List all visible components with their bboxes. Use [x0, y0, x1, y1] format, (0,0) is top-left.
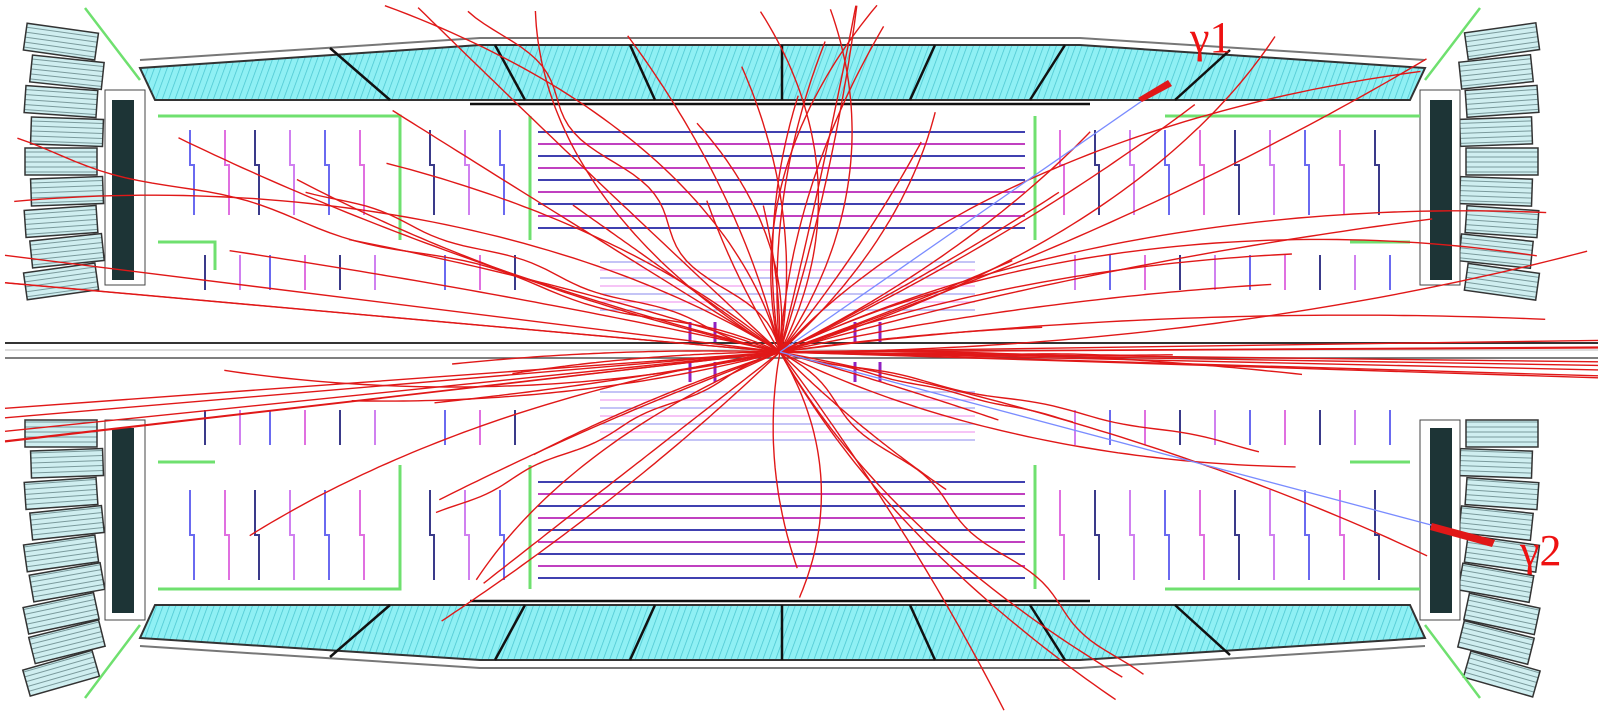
chamber	[1200, 490, 1204, 580]
chamber	[1235, 490, 1239, 580]
chamber	[1375, 130, 1379, 215]
endcap-block	[31, 177, 104, 206]
chamber	[1270, 490, 1274, 580]
endcap-block	[1465, 85, 1539, 117]
chamber	[430, 130, 434, 215]
endcap-block	[1464, 263, 1539, 300]
endcap-block	[24, 477, 98, 509]
endcap-block	[1460, 449, 1533, 478]
endcap-block	[31, 117, 104, 146]
track	[780, 352, 821, 598]
chamber	[190, 130, 194, 215]
endcap-block	[31, 449, 104, 478]
chamber	[430, 490, 434, 580]
chamber	[1200, 130, 1204, 215]
chamber	[1060, 490, 1064, 580]
chamber	[190, 490, 194, 580]
chamber	[360, 490, 364, 580]
chamber	[225, 490, 229, 580]
endcap-block	[1460, 117, 1533, 146]
chamber	[1095, 490, 1099, 580]
endcap-block	[24, 205, 98, 237]
chamber	[500, 490, 504, 580]
track	[179, 138, 781, 352]
endcap-block	[1460, 177, 1533, 206]
chamber	[1375, 490, 1379, 580]
track	[393, 111, 780, 353]
chamber	[1340, 130, 1344, 215]
chamber	[1235, 130, 1239, 215]
track	[780, 352, 1427, 556]
chamber	[1340, 490, 1344, 580]
chamber	[325, 490, 329, 580]
chamber	[1305, 130, 1309, 215]
chamber	[1130, 490, 1134, 580]
chamber	[360, 130, 364, 215]
track	[484, 352, 780, 583]
track	[780, 352, 1073, 422]
chamber	[500, 130, 504, 215]
chamber	[1165, 130, 1169, 215]
chamber	[255, 130, 259, 215]
event-display: γ1 γ2	[0, 0, 1603, 718]
endcap-block	[24, 86, 98, 118]
endcap-block	[1466, 148, 1538, 175]
chamber	[1130, 130, 1134, 215]
chamber	[1060, 130, 1064, 215]
track	[780, 352, 998, 420]
endcap-block	[25, 148, 97, 175]
endcap-block	[1465, 23, 1540, 60]
endcap-block	[1465, 478, 1539, 510]
endcap-block	[25, 420, 97, 447]
endcap-block	[23, 23, 98, 60]
track	[780, 352, 946, 490]
endcap-block	[24, 263, 99, 300]
track	[5, 283, 780, 352]
chamber	[255, 490, 259, 580]
track	[773, 352, 797, 568]
photon-label: γ2	[1519, 526, 1561, 575]
chamber	[325, 130, 329, 215]
photon-label: γ1	[1189, 13, 1231, 62]
chamber	[225, 130, 229, 215]
endcap-block	[1466, 420, 1538, 447]
chamber	[465, 490, 469, 580]
page: γ1 γ2 (() => { const data = JSON.parse(d…	[0, 0, 1603, 718]
track	[439, 352, 780, 500]
chamber	[1270, 130, 1274, 215]
chamber	[1165, 490, 1169, 580]
chamber	[290, 490, 294, 580]
chamber	[465, 130, 469, 215]
